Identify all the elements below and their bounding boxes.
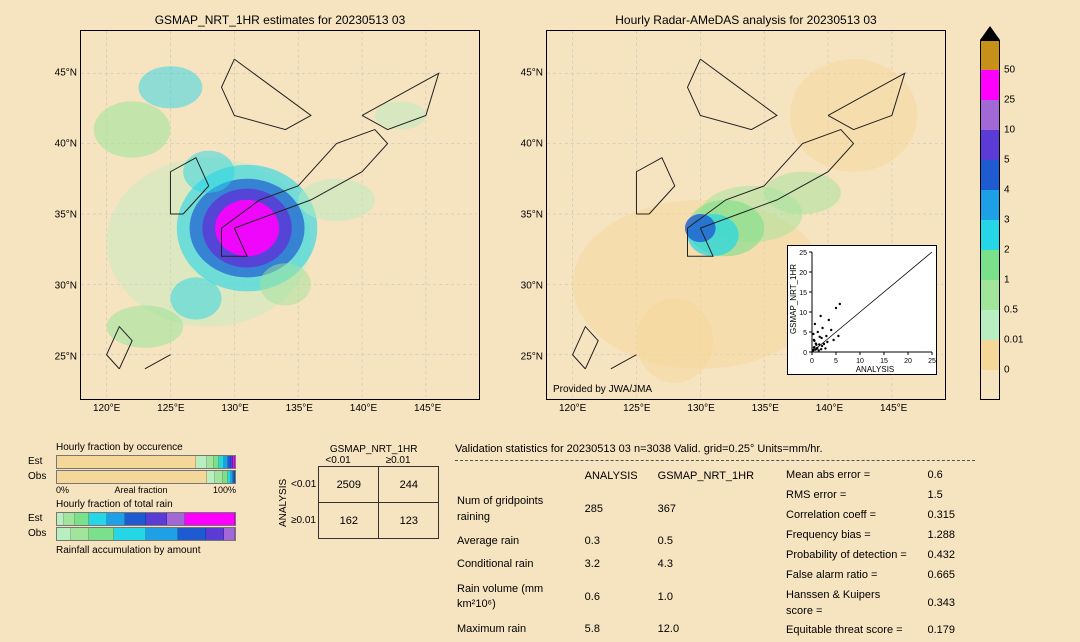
validation-table: ANALYSISGSMAP_NRT_1HRNum of gridpoints r…: [455, 465, 774, 642]
colorbar: 502510543210.50.010: [980, 40, 1000, 400]
lat-tick: 45°N: [55, 68, 77, 79]
lon-tick: 130°E: [221, 403, 248, 414]
c11: 123: [379, 503, 439, 539]
col-lt: <0.01: [325, 455, 350, 466]
colorbar-tick: 0.01: [1004, 335, 1023, 346]
colorbar-tick: 50: [1004, 65, 1015, 76]
svg-text:15: 15: [799, 290, 807, 297]
scatter-inset: 00 5 5 10 10 15 15 20 20 25 25 ANALYSIS GSMAP_NRT_1H…: [787, 245, 937, 375]
lon-tick: 140°E: [816, 403, 843, 414]
row-ge: ≥0.01: [291, 515, 316, 526]
svg-text:15: 15: [880, 358, 888, 365]
lat-tick: 35°N: [521, 210, 543, 221]
xlabel-0: 0%: [56, 485, 69, 495]
contingency-row-header: ANALYSIS: [278, 466, 289, 539]
occurence-est-bar: [56, 455, 236, 469]
lon-tick: 130°E: [687, 403, 714, 414]
c00: 2509: [319, 467, 379, 503]
svg-text:0: 0: [810, 358, 814, 365]
colorbar-tick: 5: [1004, 155, 1010, 166]
totalrain-obs-bar: [56, 527, 236, 541]
validation-title: Validation statistics for 20230513 03 n=…: [455, 442, 975, 458]
svg-text:0: 0: [803, 350, 807, 357]
svg-text:25: 25: [799, 250, 807, 257]
left-map-svg: [81, 31, 479, 399]
fraction-section: Hourly fraction by occurence Est Obs 0% …: [20, 442, 270, 558]
contingency-col-header: GSMAP_NRT_1HR: [308, 444, 439, 455]
xlabel-mid: Areal fraction: [114, 485, 167, 495]
attribution-text: Provided by JWA/JMA: [553, 384, 652, 395]
lat-tick: 30°N: [521, 280, 543, 291]
lat-tick: 25°N: [521, 351, 543, 362]
xlabel-100: 100%: [213, 485, 236, 495]
left-map-title: GSMAP_NRT_1HR estimates for 20230513 03: [81, 13, 479, 27]
est-label-1: Est: [28, 456, 42, 467]
colorbar-tick: 10: [1004, 125, 1015, 136]
lon-tick: 120°E: [93, 403, 120, 414]
occurence-title: Hourly fraction by occurence: [56, 442, 270, 453]
totalrain-title: Hourly fraction of total rain: [56, 499, 270, 510]
score-table: Mean abs error =0.6RMS error =1.5Correla…: [784, 465, 975, 642]
svg-text:5: 5: [803, 330, 807, 337]
svg-text:GSMAP_NRT_1HR: GSMAP_NRT_1HR: [789, 264, 798, 334]
left-map-panel: GSMAP_NRT_1HR estimates for 20230513 03 …: [80, 30, 480, 400]
colorbar-tick: 2: [1004, 245, 1010, 256]
est-label-2: Est: [28, 513, 42, 524]
contingency-table: 2509244 162123: [318, 466, 439, 539]
lon-tick: 135°E: [286, 403, 313, 414]
lon-tick: 145°E: [414, 403, 441, 414]
col-ge: ≥0.01: [386, 455, 411, 466]
right-map-panel: Hourly Radar-AMeDAS analysis for 2023051…: [546, 30, 946, 400]
lon-tick: 120°E: [559, 403, 586, 414]
colorbar-tick: 25: [1004, 95, 1015, 106]
totalrain-est-bar: [56, 512, 236, 526]
contingency-block: GSMAP_NRT_1HR <0.01 ≥0.01 ANALYSIS <0.01…: [278, 444, 439, 539]
validation-block: Validation statistics for 20230513 03 n=…: [455, 442, 975, 642]
lat-tick: 35°N: [55, 210, 77, 221]
lon-tick: 140°E: [350, 403, 377, 414]
svg-text:ANALYSIS: ANALYSIS: [856, 365, 895, 374]
occurence-obs-bar: [56, 470, 236, 484]
svg-text:20: 20: [904, 358, 912, 365]
svg-text:20: 20: [799, 270, 807, 277]
lat-tick: 45°N: [521, 68, 543, 79]
scatter-svg: 00 5 5 10 10 15 15 20 20 25 25 ANALYSIS GSMAP_NRT_1H…: [788, 246, 938, 376]
svg-text:10: 10: [799, 310, 807, 317]
colorbar-tick: 0.5: [1004, 305, 1018, 316]
lon-tick: 125°E: [157, 403, 184, 414]
colorbar-tick: 0: [1004, 365, 1010, 376]
c01: 244: [379, 467, 439, 503]
lon-tick: 125°E: [623, 403, 650, 414]
lat-tick: 40°N: [55, 139, 77, 150]
svg-text:5: 5: [834, 358, 838, 365]
colorbar-tick: 3: [1004, 215, 1010, 226]
right-map-title: Hourly Radar-AMeDAS analysis for 2023051…: [547, 13, 945, 27]
colorbar-tick: 4: [1004, 185, 1010, 196]
lat-tick: 40°N: [521, 139, 543, 150]
accum-title: Rainfall accumulation by amount: [56, 545, 270, 556]
lon-tick: 145°E: [880, 403, 907, 414]
lat-tick: 30°N: [55, 280, 77, 291]
c10: 162: [319, 503, 379, 539]
svg-text:10: 10: [856, 358, 864, 365]
lat-tick: 25°N: [55, 351, 77, 362]
colorbar-tick: 1: [1004, 275, 1010, 286]
obs-label-2: Obs: [28, 528, 46, 539]
svg-text:25: 25: [928, 358, 936, 365]
divider: [455, 460, 975, 461]
row-lt: <0.01: [291, 479, 316, 490]
obs-label-1: Obs: [28, 471, 46, 482]
lon-tick: 135°E: [752, 403, 779, 414]
